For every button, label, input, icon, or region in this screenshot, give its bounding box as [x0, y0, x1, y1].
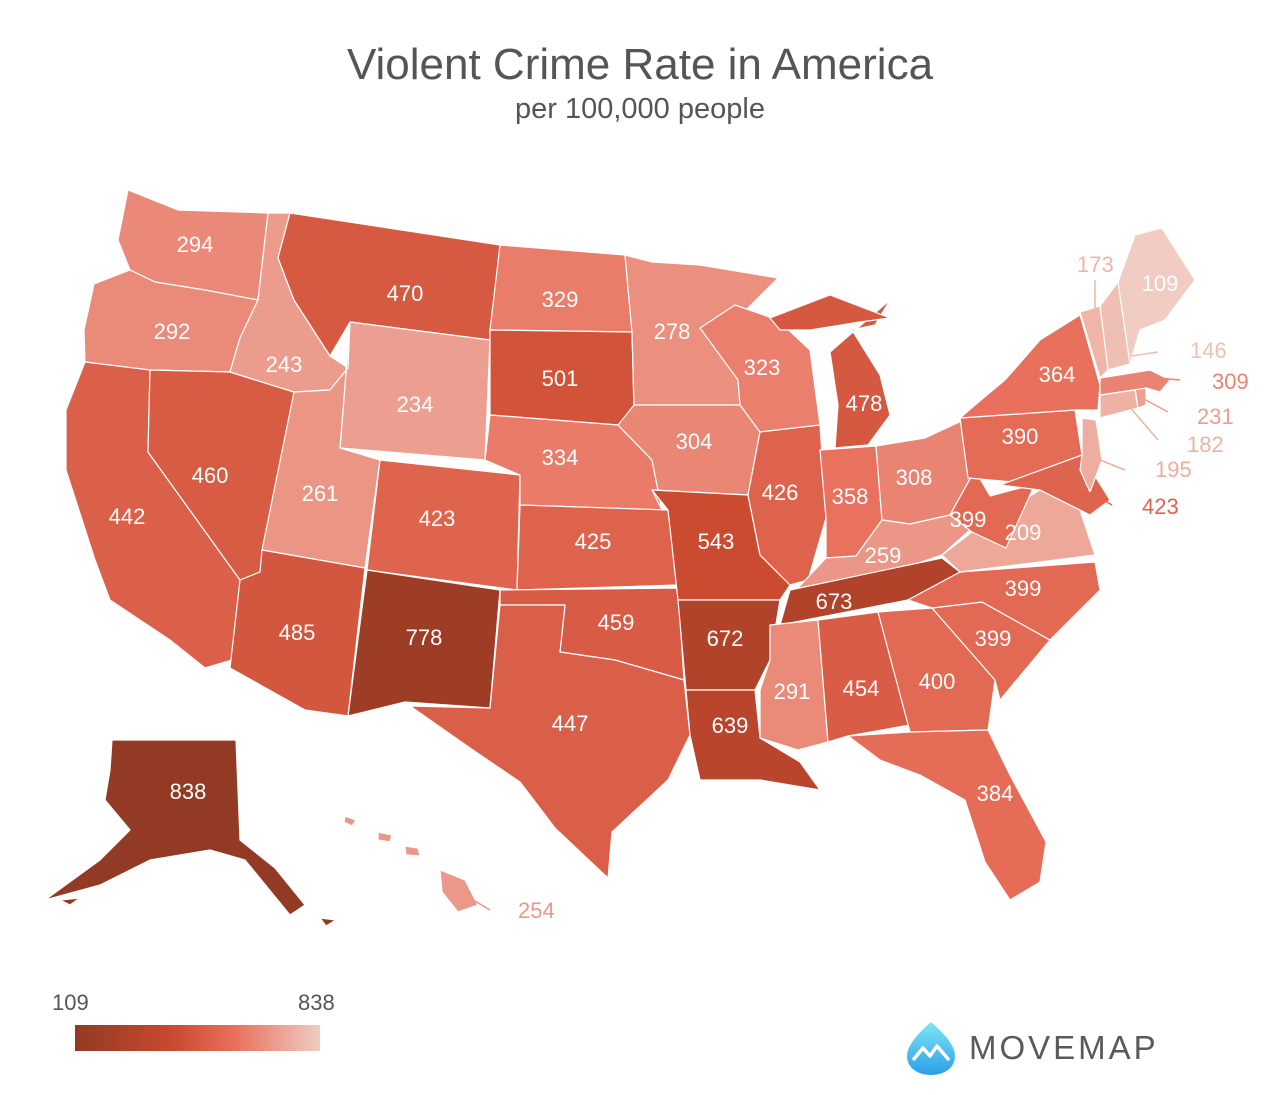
value-label-ma: 309 — [1212, 369, 1249, 394]
state-hi-part — [404, 845, 421, 857]
value-label-ri: 231 — [1197, 404, 1234, 429]
value-label-va: 209 — [1005, 520, 1042, 545]
state-ak — [44, 739, 306, 916]
brand-logo: MOVEMAP — [905, 1018, 1159, 1078]
value-label-sd: 501 — [542, 366, 579, 391]
value-label-wv: 399 — [950, 507, 987, 532]
value-label-nh: 146 — [1190, 338, 1227, 363]
value-label-nj: 195 — [1155, 457, 1192, 482]
value-label-mt: 470 — [387, 281, 424, 306]
value-label-ak: 838 — [170, 779, 207, 804]
state-mi-part — [769, 294, 891, 331]
value-label-mi: 478 — [846, 391, 883, 416]
value-label-vt: 173 — [1077, 252, 1114, 277]
state-hi-part — [343, 815, 357, 827]
state-ny — [959, 314, 1101, 419]
value-label-tn: 673 — [816, 589, 853, 614]
leader-line-ri — [1141, 397, 1169, 413]
state-vt — [1079, 305, 1109, 379]
value-label-nc: 399 — [1005, 576, 1042, 601]
value-label-il: 426 — [762, 480, 799, 505]
value-label-tx: 447 — [552, 711, 589, 736]
value-label-nm: 778 — [406, 625, 443, 650]
state-fl — [847, 729, 1047, 901]
value-label-ct: 182 — [1187, 432, 1224, 457]
state-ak-part — [319, 917, 337, 927]
value-label-ky: 259 — [865, 543, 902, 568]
state-il — [747, 424, 827, 586]
leader-line-ct — [1127, 404, 1159, 441]
state-az — [229, 549, 366, 717]
leader-line-nh — [1131, 351, 1159, 357]
value-label-oh: 308 — [896, 465, 933, 490]
value-label-ny: 364 — [1039, 362, 1076, 387]
value-label-ut: 261 — [302, 481, 339, 506]
value-label-ia: 304 — [676, 429, 713, 454]
leader-line-ma — [1157, 377, 1181, 381]
state-ga — [877, 607, 996, 733]
value-label-ks: 425 — [575, 529, 612, 554]
state-nm — [347, 569, 501, 717]
leader-line-md — [1089, 491, 1113, 506]
value-label-mo: 543 — [698, 529, 735, 554]
value-label-nv: 460 — [192, 463, 229, 488]
brand-name: MOVEMAP — [969, 1029, 1159, 1066]
value-label-ga: 400 — [919, 669, 956, 694]
value-label-wi: 323 — [744, 355, 781, 380]
value-label-md: 423 — [1142, 494, 1179, 519]
value-label-ne: 334 — [542, 445, 579, 470]
legend-min-label: 109 — [52, 990, 89, 1015]
mountain-drop-icon — [907, 1022, 955, 1075]
value-label-in: 358 — [832, 484, 869, 509]
legend-max-label: 838 — [298, 990, 335, 1015]
value-label-id: 243 — [266, 352, 303, 377]
value-label-ar: 672 — [707, 626, 744, 651]
value-label-nd: 329 — [542, 287, 579, 312]
state-mi — [829, 299, 891, 449]
legend-gradient-rect — [75, 1025, 320, 1051]
state-ar — [677, 599, 781, 691]
state-hi-part — [377, 831, 393, 843]
leader-lines-layer — [464, 280, 1181, 911]
value-label-ms: 291 — [774, 679, 811, 704]
value-label-sc: 399 — [975, 626, 1012, 651]
value-label-me: 109 — [1142, 271, 1179, 296]
value-label-al: 454 — [843, 676, 880, 701]
value-label-wa: 294 — [177, 232, 214, 257]
state-nc — [907, 561, 1101, 641]
map-subtitle: per 100,000 people — [515, 93, 765, 125]
leader-line-hi — [464, 894, 491, 911]
value-label-ok: 459 — [598, 610, 635, 635]
state-tx — [409, 604, 691, 879]
state-me — [1117, 227, 1196, 365]
value-label-fl: 384 — [977, 781, 1014, 806]
value-label-la: 639 — [712, 713, 749, 738]
value-labels-layer: 294 292 442 460 243 470 234 261 485 423 778 329 501 3… — [109, 232, 1249, 923]
value-label-mn: 278 — [654, 319, 691, 344]
states-layer — [44, 189, 1196, 927]
value-label-wy: 234 — [397, 392, 434, 417]
map-title: Violent Crime Rate in America — [346, 40, 934, 89]
legend-color-bar — [75, 1025, 320, 1051]
state-la — [685, 689, 821, 791]
state-ma — [1099, 369, 1171, 396]
state-hi — [439, 869, 479, 913]
value-label-or: 292 — [154, 319, 191, 344]
leader-line-nj — [1099, 459, 1126, 471]
value-label-ca: 442 — [109, 504, 146, 529]
value-label-pa: 390 — [1002, 424, 1039, 449]
value-label-az: 485 — [279, 620, 316, 645]
value-label-hi: 254 — [518, 898, 555, 923]
value-label-co: 423 — [419, 506, 456, 531]
state-ak-part — [59, 897, 81, 906]
